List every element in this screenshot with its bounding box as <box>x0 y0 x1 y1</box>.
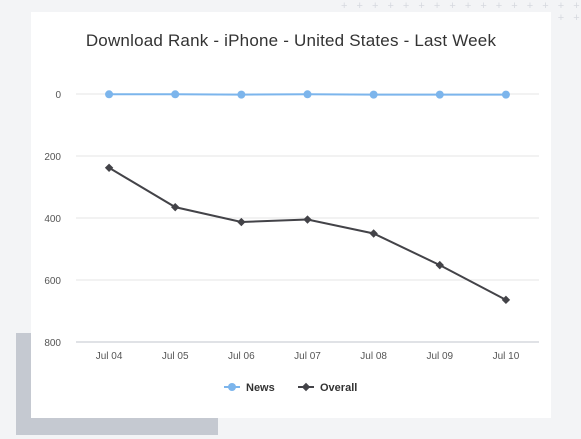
chart-card: Download Rank - iPhone - United States -… <box>31 12 551 418</box>
y-tick-label: 600 <box>44 276 61 287</box>
y-tick-label: 0 <box>55 90 61 101</box>
y-tick-label: 200 <box>44 152 61 163</box>
legend-item-news[interactable]: News <box>224 382 275 394</box>
series-news <box>105 90 510 99</box>
data-point[interactable] <box>501 90 510 99</box>
data-point[interactable] <box>369 229 378 238</box>
data-point[interactable] <box>105 90 114 99</box>
chart-title: Download Rank - iPhone - United States -… <box>85 31 497 50</box>
legend-label: Overall <box>320 382 357 394</box>
y-tick-label: 400 <box>44 214 61 225</box>
x-tick-label: Jul 08 <box>360 351 387 362</box>
data-point[interactable] <box>501 295 511 305</box>
data-point[interactable] <box>303 215 312 224</box>
legend-label: News <box>246 382 275 394</box>
x-tick-label: Jul 07 <box>294 351 321 362</box>
y-tick-label: 800 <box>44 338 61 349</box>
line-chart: 0 200 400 600 800 Jul 04 Jul 05 Jul 06 Jul 07 Ju… <box>44 90 539 394</box>
data-point[interactable] <box>104 163 114 172</box>
x-tick-label: Jul 05 <box>162 351 189 362</box>
x-tick-label: Jul 04 <box>96 351 123 362</box>
series-overall <box>104 163 511 305</box>
legend-symbol-marker <box>228 383 236 391</box>
data-point[interactable] <box>237 217 246 227</box>
legend-item-overall[interactable]: Overall <box>298 382 357 394</box>
legend-symbol-marker <box>301 382 311 392</box>
data-point[interactable] <box>171 202 180 212</box>
data-point[interactable] <box>237 90 246 99</box>
data-point[interactable] <box>171 90 180 99</box>
data-point[interactable] <box>435 90 444 99</box>
x-tick-label: Jul 10 <box>493 351 520 362</box>
data-point[interactable] <box>369 90 378 99</box>
data-point[interactable] <box>303 90 312 99</box>
x-tick-label: Jul 06 <box>228 351 255 362</box>
x-tick-label: Jul 09 <box>426 351 453 362</box>
data-point[interactable] <box>435 260 444 270</box>
